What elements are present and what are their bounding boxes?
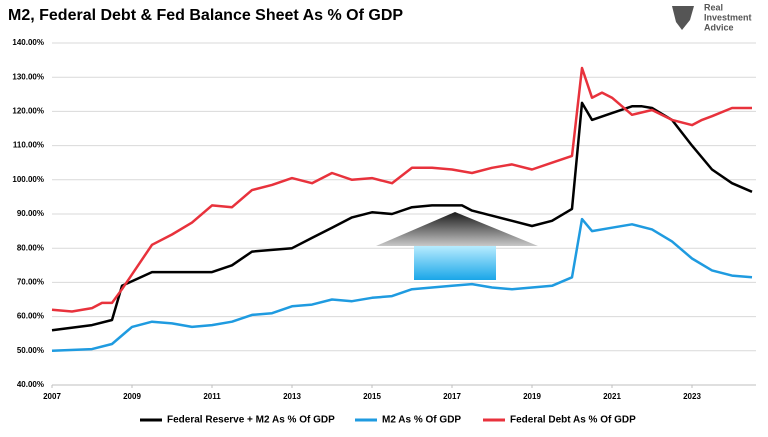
x-tick-label: 2011	[203, 392, 221, 401]
series-line	[51, 66, 752, 313]
y-tick-label: 140.00%	[12, 38, 44, 47]
x-tick-label: 2021	[603, 392, 621, 401]
y-tick-label: 130.00%	[12, 72, 44, 81]
y-tick-label: 40.00%	[17, 380, 44, 389]
logo-text: Advice	[704, 22, 734, 32]
y-tick-label: 110.00%	[13, 141, 44, 150]
y-tick-label: 100.00%	[12, 175, 44, 184]
y-tick-label: 90.00%	[17, 209, 44, 218]
legend-label: M2 As % Of GDP	[382, 415, 461, 426]
y-tick-label: 80.00%	[17, 243, 44, 252]
y-tick-label: 50.00%	[17, 346, 44, 355]
x-tick-label: 2019	[523, 392, 541, 401]
chart-title: M2, Federal Debt & Fed Balance Sheet As …	[8, 7, 403, 24]
y-tick-label: 60.00%	[17, 312, 44, 321]
series-line	[51, 217, 753, 353]
legend-label: Federal Debt As % Of GDP	[510, 415, 636, 426]
x-tick-label: 2015	[363, 392, 381, 401]
legend-label: Federal Reserve + M2 As % Of GDP	[167, 415, 335, 426]
y-tick-label: 120.00%	[12, 107, 44, 116]
x-tick-label: 2023	[683, 392, 701, 401]
logo: Real Investment Advice	[672, 2, 752, 32]
arrow-head	[376, 212, 538, 246]
x-tick-label: 2009	[123, 392, 141, 401]
arrow-body	[414, 246, 496, 280]
x-tick-label: 2017	[443, 392, 461, 401]
y-tick-label: 70.00%	[17, 278, 44, 287]
x-tick-label: 2013	[283, 392, 301, 401]
logo-text: Investment	[704, 12, 752, 22]
series-line	[51, 101, 753, 332]
x-tick-label: 2007	[43, 392, 61, 401]
arrow	[376, 212, 538, 280]
logo-text: Real	[704, 2, 723, 12]
logo-icon	[672, 6, 694, 30]
